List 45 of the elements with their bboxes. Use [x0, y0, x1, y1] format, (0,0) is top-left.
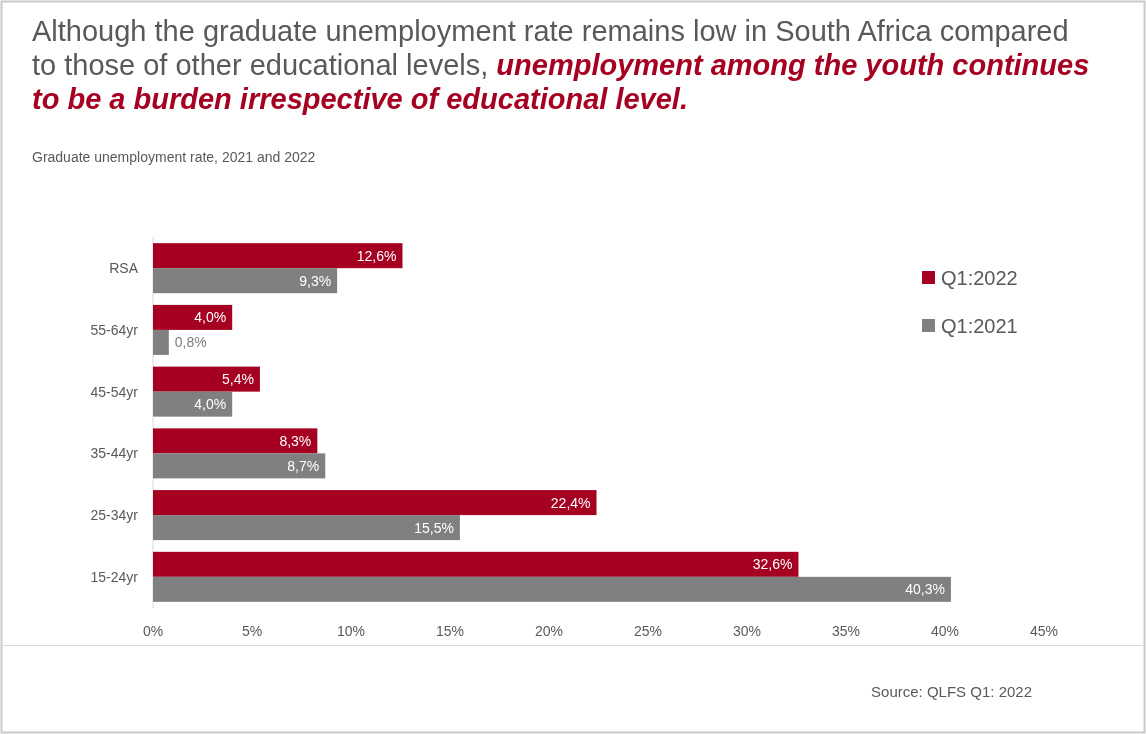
data-label: 8,7% [287, 457, 320, 474]
legend-label: Q1:2022 [941, 267, 1018, 289]
y-tick-label: RSA [109, 260, 139, 277]
legend-label: Q1:2021 [941, 315, 1018, 337]
chart-subtitle: Graduate unemployment rate, 2021 and 2022 [32, 149, 316, 165]
x-tick-label: 5% [241, 623, 263, 639]
bar [153, 391, 233, 417]
x-tick-label: 15% [435, 623, 465, 639]
chart-title: Although the graduate unemployment rate remains low in South Africa compared to those of other educational levels, unemployment among the youth continues to be a burden irrespective of educational level. [32, 15, 1090, 115]
data-label: 4,0% [194, 309, 227, 326]
y-tick-label: 15-24yr [90, 568, 139, 585]
x-tick-label: 10% [336, 623, 366, 639]
y-tick-label: 25-34yr [90, 507, 139, 524]
source-note: Source: QLFS Q1: 2022 [871, 683, 1032, 700]
y-tick-label: 35-44yr [90, 445, 139, 462]
bar [153, 551, 799, 577]
bar [153, 268, 338, 294]
data-label: 12,6% [356, 247, 397, 264]
bar [153, 490, 597, 516]
bar [153, 366, 260, 392]
data-label: 40,3% [905, 581, 945, 598]
x-tick-label: 20% [534, 623, 564, 639]
data-label: 0,8% [174, 334, 207, 351]
x-tick-label: 35% [831, 623, 861, 639]
x-tick-label: 30% [732, 623, 762, 639]
x-tick-label: 0% [142, 623, 164, 639]
data-label: 8,3% [279, 432, 312, 449]
data-label: 15,5% [414, 519, 454, 536]
x-tick-label: 45% [1029, 623, 1059, 639]
data-label: 32,6% [752, 556, 793, 573]
x-tick-label: 25% [633, 623, 663, 639]
bar [153, 576, 951, 602]
bar [153, 304, 233, 330]
y-tick-label: 45-54yr [90, 383, 139, 400]
data-label: 22,4% [550, 494, 591, 511]
bar [153, 515, 460, 541]
y-tick-label: 55-64yr [90, 321, 139, 338]
data-label: 5,4% [222, 371, 254, 388]
bar [153, 428, 318, 454]
bar [153, 329, 169, 355]
x-tick-label: 40% [930, 623, 960, 639]
bar [153, 243, 403, 269]
bar [153, 453, 326, 479]
data-label: 4,0% [194, 396, 227, 413]
data-label: 9,3% [299, 272, 332, 289]
